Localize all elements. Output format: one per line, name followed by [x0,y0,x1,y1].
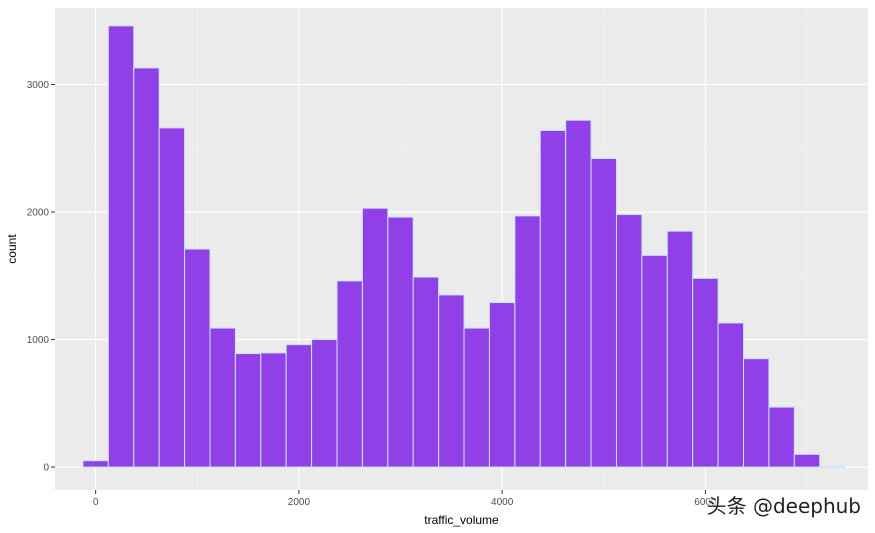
histogram-bar [133,67,160,468]
histogram-bar [819,465,846,468]
histogram-bar [641,254,668,468]
histogram-bar [82,460,109,468]
histogram-bar [234,353,262,468]
y-tick-label: 3000 [27,80,50,91]
histogram-bar [590,157,617,468]
histogram-bar [615,214,643,468]
histogram-bar [285,344,313,468]
y-axis: 0 1000 2000 3000 [27,80,55,474]
histogram-bars [82,25,846,468]
histogram-bar [361,207,389,468]
histogram-bar [311,339,338,468]
histogram-bar [158,127,186,468]
x-axis: 0 2000 4000 6000 [93,490,717,508]
histogram-bar [209,327,236,468]
histogram-bar [793,453,821,468]
histogram-bar [438,294,465,468]
histogram-bar [463,327,490,468]
histogram-bar [666,230,694,468]
histogram-bar [336,280,363,468]
histogram-bar [387,216,414,468]
x-tick-label: 6000 [694,497,717,508]
y-tick-label: 0 [43,463,49,474]
y-axis-title: count [5,234,19,264]
histogram-bar [768,406,795,468]
histogram-bar [743,358,770,468]
x-tick-label: 2000 [288,497,311,508]
watermark-text: 头条 @deephub [706,494,861,518]
histogram-bar [260,352,287,468]
histogram-bar [514,215,541,468]
histogram-bar [565,119,592,468]
x-tick-label: 0 [93,497,99,508]
histogram-bar [539,129,567,468]
histogram-bar [107,25,135,468]
y-tick-label: 1000 [27,335,50,346]
histogram-bar [717,322,745,468]
histogram-bar [412,276,440,468]
y-tick-label: 2000 [27,208,50,219]
histogram-bar [184,248,211,468]
x-axis-title: traffic_volume [424,513,499,527]
x-tick-label: 4000 [491,497,514,508]
histogram-bar [692,277,719,468]
histogram-bar [488,302,516,468]
